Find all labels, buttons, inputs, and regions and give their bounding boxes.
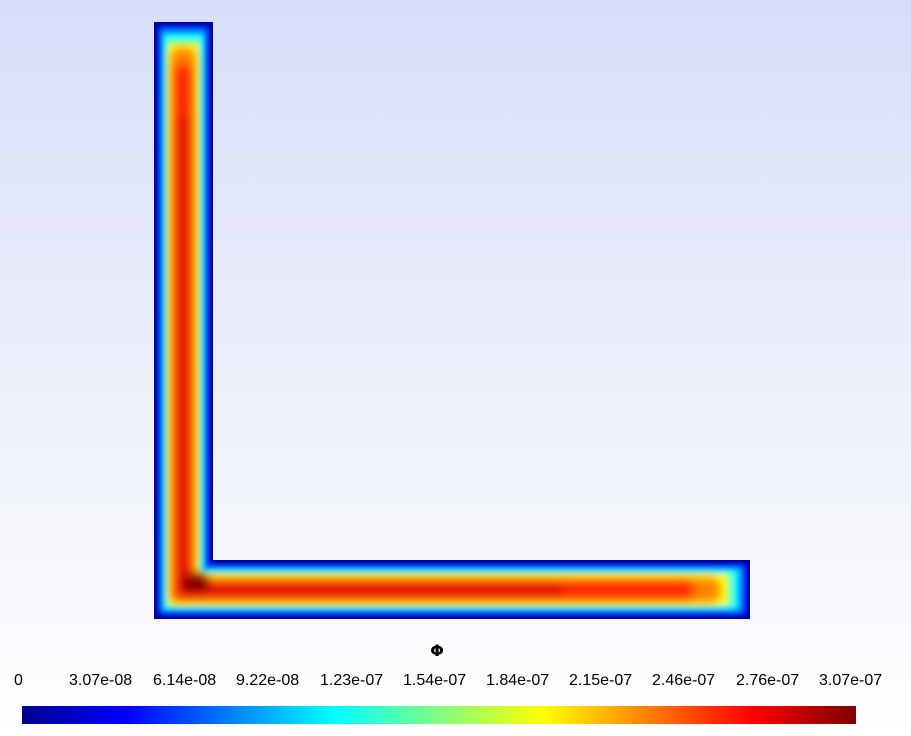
colorbar-tick: 0 (14, 672, 23, 689)
colorbar-tick: 2.15e-07 (569, 672, 633, 689)
colorbar-tick: 3.07e-07 (819, 672, 883, 689)
colorbar-tick: 3.07e-08 (69, 672, 133, 689)
colorbar (22, 706, 856, 724)
colorbar-tick: 1.84e-07 (486, 672, 550, 689)
colorbar-tick: 1.54e-07 (403, 672, 467, 689)
colorbar-tick: 1.23e-07 (320, 672, 384, 689)
colorbar-tick: 2.46e-07 (652, 672, 716, 689)
colorbar-tick: 2.76e-07 (736, 672, 800, 689)
colorbar-tick: 6.14e-08 (153, 672, 217, 689)
colorbar-tick: 9.22e-08 (236, 672, 300, 689)
colorbar-title: Φ (430, 641, 444, 660)
